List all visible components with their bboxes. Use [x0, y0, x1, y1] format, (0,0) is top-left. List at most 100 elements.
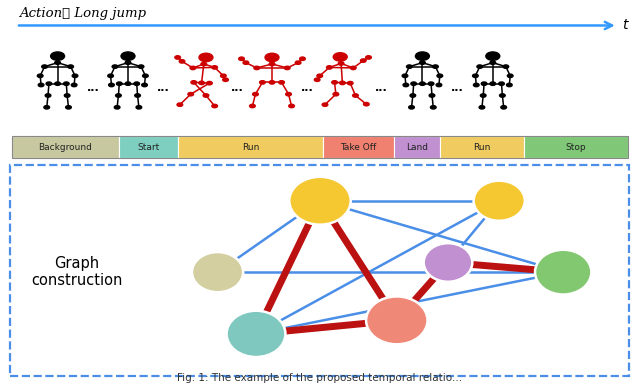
Circle shape	[108, 74, 113, 78]
Bar	[394, 136, 440, 158]
Circle shape	[289, 104, 294, 108]
Circle shape	[317, 74, 323, 78]
Circle shape	[364, 102, 369, 106]
Circle shape	[72, 74, 78, 78]
Circle shape	[403, 83, 409, 87]
Circle shape	[500, 94, 505, 97]
Bar	[178, 136, 323, 158]
Circle shape	[472, 74, 478, 78]
Circle shape	[51, 52, 65, 60]
Circle shape	[138, 65, 144, 68]
Circle shape	[136, 106, 141, 109]
Circle shape	[115, 106, 120, 109]
Circle shape	[300, 57, 305, 61]
Text: Take Off: Take Off	[340, 142, 377, 152]
Circle shape	[333, 53, 347, 61]
Ellipse shape	[535, 250, 591, 295]
Text: Fig. 1: The example of the proposed temporal relatio...: Fig. 1: The example of the proposed temp…	[177, 373, 463, 383]
Circle shape	[212, 66, 218, 69]
Circle shape	[477, 65, 483, 68]
Circle shape	[121, 52, 135, 60]
Circle shape	[284, 66, 290, 69]
Circle shape	[116, 94, 121, 97]
Bar	[10, 165, 629, 376]
Circle shape	[46, 82, 52, 85]
Circle shape	[143, 74, 148, 78]
Text: Stop: Stop	[566, 142, 586, 152]
Circle shape	[295, 61, 301, 64]
Text: ...: ...	[86, 83, 99, 93]
Circle shape	[223, 78, 228, 81]
Circle shape	[353, 94, 358, 97]
Bar	[120, 136, 178, 158]
Ellipse shape	[474, 181, 525, 221]
Text: t: t	[622, 19, 628, 32]
Circle shape	[333, 93, 339, 96]
Circle shape	[190, 66, 196, 69]
Circle shape	[44, 106, 49, 109]
Circle shape	[253, 93, 259, 96]
Circle shape	[269, 81, 275, 84]
Circle shape	[212, 104, 218, 108]
Circle shape	[428, 82, 434, 85]
Circle shape	[250, 104, 255, 108]
Text: ...: ...	[157, 83, 170, 93]
Circle shape	[481, 94, 486, 97]
Bar	[12, 136, 120, 158]
Circle shape	[420, 61, 425, 64]
Circle shape	[55, 82, 60, 85]
Circle shape	[55, 61, 60, 64]
Circle shape	[188, 93, 193, 96]
Circle shape	[112, 65, 118, 68]
Circle shape	[201, 62, 207, 66]
Circle shape	[431, 106, 436, 109]
Circle shape	[409, 106, 414, 109]
Text: ...: ...	[374, 83, 387, 93]
Bar	[323, 136, 394, 158]
Ellipse shape	[227, 311, 285, 357]
Circle shape	[254, 66, 260, 69]
Circle shape	[285, 93, 291, 96]
Circle shape	[339, 62, 344, 65]
Circle shape	[109, 83, 115, 87]
Ellipse shape	[192, 252, 243, 292]
Circle shape	[406, 65, 412, 68]
Circle shape	[243, 61, 249, 64]
Circle shape	[199, 81, 204, 85]
Text: Background: Background	[38, 142, 92, 152]
Circle shape	[175, 56, 180, 59]
Circle shape	[490, 61, 495, 64]
Text: Land: Land	[406, 142, 428, 152]
Circle shape	[479, 106, 484, 109]
Circle shape	[191, 81, 196, 84]
Circle shape	[239, 57, 244, 61]
Bar	[524, 136, 628, 158]
Circle shape	[322, 103, 328, 107]
Text: Graph
construction: Graph construction	[31, 256, 122, 288]
Circle shape	[365, 56, 371, 59]
Circle shape	[429, 94, 435, 97]
Circle shape	[501, 106, 506, 109]
Circle shape	[410, 94, 415, 97]
Circle shape	[340, 81, 345, 85]
Ellipse shape	[424, 243, 472, 282]
Circle shape	[203, 94, 209, 97]
Circle shape	[326, 66, 332, 69]
Circle shape	[506, 83, 512, 87]
Circle shape	[314, 78, 320, 81]
Text: Run: Run	[473, 142, 491, 152]
Circle shape	[499, 82, 504, 85]
Circle shape	[179, 60, 185, 63]
Circle shape	[63, 82, 69, 85]
Circle shape	[71, 83, 77, 87]
Circle shape	[199, 53, 213, 62]
Text: Action： Long jump: Action： Long jump	[19, 7, 147, 20]
Circle shape	[436, 83, 442, 87]
Circle shape	[134, 82, 140, 85]
Circle shape	[135, 94, 140, 97]
Text: Start: Start	[138, 142, 160, 152]
Circle shape	[437, 74, 443, 78]
Circle shape	[66, 106, 71, 109]
Circle shape	[360, 59, 366, 62]
Circle shape	[125, 82, 131, 85]
